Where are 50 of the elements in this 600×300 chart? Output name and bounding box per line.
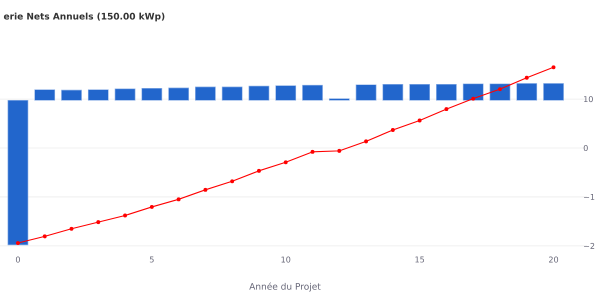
bar — [436, 84, 457, 101]
point — [176, 197, 181, 202]
point — [203, 188, 208, 192]
point — [230, 179, 234, 184]
point — [16, 241, 20, 245]
point — [70, 226, 74, 231]
chart-title: erie Nets Annuels (150.00 kWp) — [4, 12, 164, 22]
bar — [222, 86, 243, 101]
point — [284, 160, 288, 164]
bar — [409, 84, 430, 101]
bar — [142, 88, 162, 101]
x-tick-label: 15 — [415, 256, 424, 262]
bar — [168, 88, 189, 101]
bar — [462, 84, 484, 101]
x-tick-label: 5 — [150, 256, 154, 262]
annotation: −1 — [584, 194, 594, 200]
point — [444, 107, 448, 112]
bar — [195, 86, 216, 101]
point — [390, 128, 395, 132]
point — [257, 168, 261, 173]
bar — [275, 85, 296, 101]
point — [310, 150, 314, 154]
point — [123, 214, 128, 218]
bar — [8, 100, 28, 246]
point — [42, 234, 47, 238]
point — [337, 148, 342, 153]
bar — [543, 83, 564, 101]
bar — [490, 84, 510, 101]
bar — [356, 84, 376, 101]
x-tick-label: 10 — [282, 256, 290, 263]
x-tick-label: 0 — [16, 256, 20, 263]
bar — [302, 84, 323, 101]
x-axis-title: Année du Projet — [249, 282, 321, 292]
annotation: 10 — [584, 96, 593, 102]
point — [418, 118, 422, 122]
point — [96, 220, 100, 224]
bar — [248, 86, 270, 101]
bar — [516, 83, 538, 101]
annotation: 0 — [584, 145, 588, 152]
bar — [88, 89, 109, 101]
bar — [61, 90, 82, 101]
bar — [382, 84, 404, 101]
bar — [114, 88, 136, 101]
bar — [34, 89, 56, 101]
point — [498, 87, 502, 92]
point — [471, 96, 476, 101]
point — [150, 204, 154, 209]
point — [364, 139, 368, 144]
annotation: −2 — [584, 242, 594, 249]
x-tick-label: 20 — [549, 256, 558, 263]
